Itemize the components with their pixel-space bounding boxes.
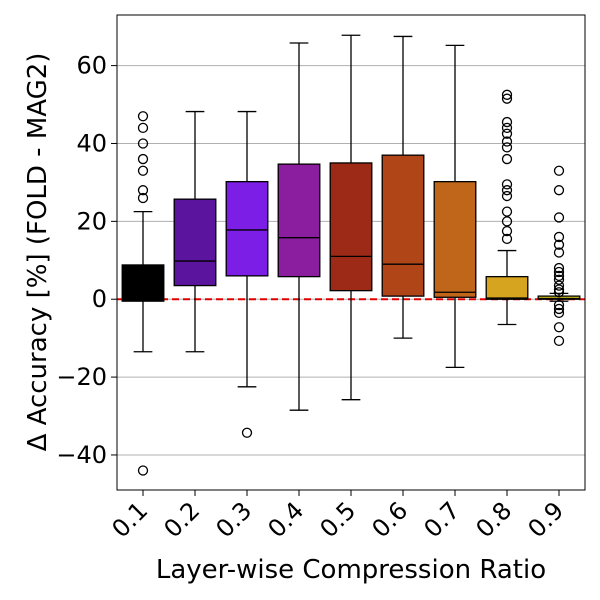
outlier-point (553, 287, 565, 298)
y-axis-title: Δ Accuracy [%] (FOLD - MAG2) (23, 53, 53, 452)
outlier-point (501, 153, 513, 165)
box-iqr (381, 154, 425, 297)
outlier-point (553, 212, 565, 223)
outlier-point (501, 225, 513, 237)
outlier-point (137, 138, 149, 149)
outlier-point (501, 136, 513, 147)
outlier-point (137, 153, 149, 165)
outlier-point (553, 322, 565, 333)
outlier-point (553, 274, 565, 285)
outlier-point (137, 465, 149, 476)
x-tick-label: 0.5 (314, 496, 361, 543)
outlier-point (137, 165, 149, 176)
y-tick-label: 0 (92, 285, 107, 313)
box-0.5 (329, 34, 373, 401)
outlier-point (137, 122, 149, 134)
box-iqr (485, 275, 529, 300)
x-tick-label: 0.7 (418, 496, 465, 543)
x-tick-label: 0.1 (106, 496, 153, 543)
outlier-point (553, 280, 565, 291)
outlier-point (501, 206, 513, 217)
outlier-point (501, 216, 513, 227)
box-iqr (173, 198, 217, 287)
outlier-point (553, 239, 565, 250)
outlier-point (137, 185, 149, 196)
outlier-point (553, 185, 565, 196)
outlier-point (553, 303, 565, 315)
y-tick-label: 40 (76, 129, 107, 157)
outlier-point (501, 93, 513, 104)
outlier-point (553, 299, 565, 311)
outlier-point (553, 270, 565, 282)
box-0.1 (121, 210, 165, 353)
y-tick-label: 20 (76, 207, 107, 235)
box-iqr (329, 162, 373, 292)
outlier-point (501, 179, 513, 190)
x-tick-label: 0.8 (470, 496, 517, 543)
outlier-point (137, 192, 149, 204)
outlier-point (137, 111, 149, 122)
outlier-point (501, 128, 513, 139)
box-0.7 (433, 44, 477, 369)
x-tick-label: 0.4 (262, 496, 309, 543)
outlier-point (501, 233, 513, 245)
x-tick-label: 0.6 (366, 496, 413, 543)
x-axis-ticks: 0.1 0.2 0.3 0.4 0.5 0.6 0.7 0.8 0.9 (106, 490, 569, 543)
outlier-point (553, 284, 565, 295)
box-0.4 (277, 42, 321, 411)
y-tick-label: 60 (76, 52, 107, 80)
outlier-point (501, 89, 513, 100)
outlier-point (553, 165, 565, 176)
outlier-point (553, 231, 565, 243)
box-iqr (225, 180, 269, 277)
outlier-point (553, 335, 565, 347)
box-0.6 (381, 35, 425, 339)
outlier-point (501, 190, 513, 202)
y-tick-label: −40 (56, 441, 107, 469)
outlier-point (553, 307, 565, 318)
box-iqr (121, 264, 165, 302)
x-axis-title: Layer-wise Compression Ratio (156, 555, 546, 585)
outlier-point (501, 185, 513, 196)
box-0.8 (485, 249, 529, 326)
outlier-point (553, 247, 565, 258)
box-0.2 (173, 110, 217, 353)
outlier-point (241, 427, 253, 438)
x-tick-label: 0.9 (522, 496, 569, 543)
outlier-points (137, 89, 565, 476)
box-iqr (277, 163, 321, 278)
y-tick-label: −20 (56, 363, 107, 391)
y-axis-ticks: −40 −20 0 20 40 60 (56, 52, 117, 469)
outlier-point (501, 116, 513, 128)
outlier-point (553, 262, 565, 274)
boxes (121, 34, 581, 411)
x-tick-label: 0.2 (158, 496, 205, 543)
outlier-point (553, 266, 565, 278)
x-tick-label: 0.3 (210, 496, 257, 543)
box-iqr (433, 180, 477, 298)
box-0.3 (225, 110, 269, 388)
outlier-point (501, 122, 513, 134)
outlier-point (501, 142, 513, 153)
